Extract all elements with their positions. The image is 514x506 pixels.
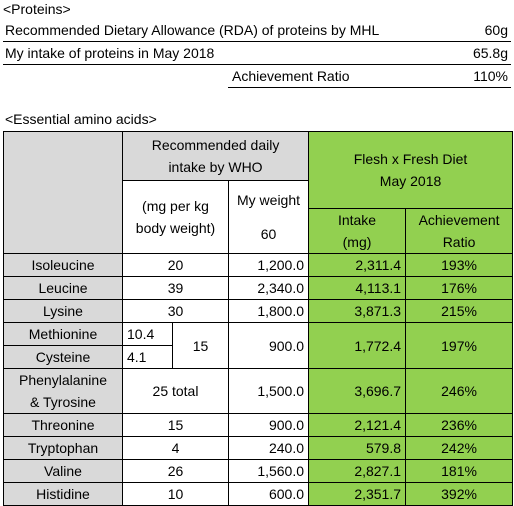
table-cell: 4 <box>122 436 229 460</box>
table-cell: 39 <box>122 276 229 300</box>
amino-table: Recommended daily intake by WHO Flesh x … <box>3 131 514 506</box>
table-row: Leucine 39 2,340.0 4,113.1 176% <box>3 276 514 300</box>
row-label: Recommended Dietary Allowance (RDA) of p… <box>5 22 380 38</box>
table-cell: 10.4 <box>122 322 173 346</box>
table-row: Histidine 10 600.0 2,351.7 392% <box>3 482 514 506</box>
table-cell: 1,500.0 <box>227 368 310 414</box>
table-cell: 242% <box>405 436 514 460</box>
table-cell: 2,121.4 <box>308 413 407 437</box>
row-label: Achievement Ratio <box>232 68 350 84</box>
table-cell: 579.8 <box>308 436 407 460</box>
table-cell: 25 total <box>122 368 229 414</box>
header-cell: Recommended daily intake by WHO <box>121 131 310 181</box>
table-cell: 1,200.0 <box>227 253 310 277</box>
table-cell: 197% <box>405 322 514 369</box>
corner-cell <box>3 131 123 254</box>
header-cell: My weight 60 <box>227 180 310 254</box>
table-cell: 4,113.1 <box>308 276 407 300</box>
header-cell: (mg per kg body weight) <box>122 180 229 254</box>
table-cell: 3,871.3 <box>308 299 407 323</box>
table-cell: 15 <box>172 322 229 369</box>
table-cell: 4.1 <box>122 345 173 369</box>
table-cell: 15 <box>122 413 229 437</box>
protein-row: My intake of proteins in May 2018 65.8g <box>3 42 511 65</box>
table-row: Isoleucine 20 1,200.0 2,311.4 193% <box>3 253 514 277</box>
row-value: 110% <box>473 68 508 84</box>
table-cell: 20 <box>122 253 229 277</box>
header-cell: Intake (mg) <box>308 208 407 254</box>
row-value: 60g <box>484 22 508 38</box>
table-cell: Isoleucine <box>3 253 123 277</box>
table-cell: Cysteine <box>3 345 123 369</box>
protein-row: Achievement Ratio 110% <box>228 65 511 88</box>
table-cell: 900.0 <box>227 413 310 437</box>
table-cell: 215% <box>405 299 514 323</box>
table-row: Phenylalanine & Tyrosine 25 total 1,500.0 3… <box>3 368 514 414</box>
table-cell: Threonine <box>3 413 123 437</box>
table-cell: 1,800.0 <box>227 299 310 323</box>
table-cell: Lysine <box>3 299 123 323</box>
table-cell: 2,340.0 <box>227 276 310 300</box>
table-cell: 900.0 <box>227 322 310 369</box>
table-cell: 30 <box>122 299 229 323</box>
table-row: Lysine 30 1,800.0 3,871.3 215% <box>3 299 514 323</box>
table-cell: Methionine <box>3 322 123 346</box>
header-text: 60 <box>260 226 277 242</box>
table-cell: 240.0 <box>227 436 310 460</box>
table-row: Valine 26 1,560.0 2,827.1 181% <box>3 459 514 483</box>
section-title: <Essential amino acids> <box>5 111 157 127</box>
table-row: Cysteine 4.1 <box>3 345 513 369</box>
table-cell: 181% <box>405 459 514 483</box>
protein-row: Recommended Dietary Allowance (RDA) of p… <box>3 19 511 42</box>
section-title: <Proteins> <box>3 1 71 17</box>
table-cell: 2,827.1 <box>308 459 407 483</box>
table-cell: 246% <box>405 368 514 414</box>
table-row: Methionine 10.4 15 900.0 1,772.4 197% <box>3 322 514 369</box>
table-cell: Phenylalanine & Tyrosine <box>3 368 123 414</box>
header-cell: Flesh x Fresh Diet May 2018 <box>308 131 514 209</box>
table-cell: Leucine <box>3 276 123 300</box>
table-cell: 3,696.7 <box>308 368 407 414</box>
header-text: My weight <box>237 192 301 208</box>
table-cell: 2,351.7 <box>308 482 407 506</box>
table-cell: Histidine <box>3 482 123 506</box>
table-cell: Valine <box>3 459 123 483</box>
header-cell: Achievement Ratio <box>405 208 514 254</box>
table-cell: 10 <box>122 482 229 506</box>
table-cell: 26 <box>122 459 229 483</box>
row-value: 65.8g <box>472 45 508 61</box>
table-cell: 1,772.4 <box>308 322 407 369</box>
table-cell: 392% <box>405 482 514 506</box>
table-cell: 193% <box>405 253 514 277</box>
table-row: Threonine 15 900.0 2,121.4 236% <box>3 413 514 437</box>
table-cell: 2,311.4 <box>308 253 407 277</box>
table-cell: Tryptophan <box>3 436 123 460</box>
table-row: Tryptophan 4 240.0 579.8 242% <box>3 436 514 460</box>
table-cell: 1,560.0 <box>227 459 310 483</box>
table-cell: 236% <box>405 413 514 437</box>
table-cell: 600.0 <box>227 482 310 506</box>
row-label: My intake of proteins in May 2018 <box>5 45 215 61</box>
table-cell: 176% <box>405 276 514 300</box>
